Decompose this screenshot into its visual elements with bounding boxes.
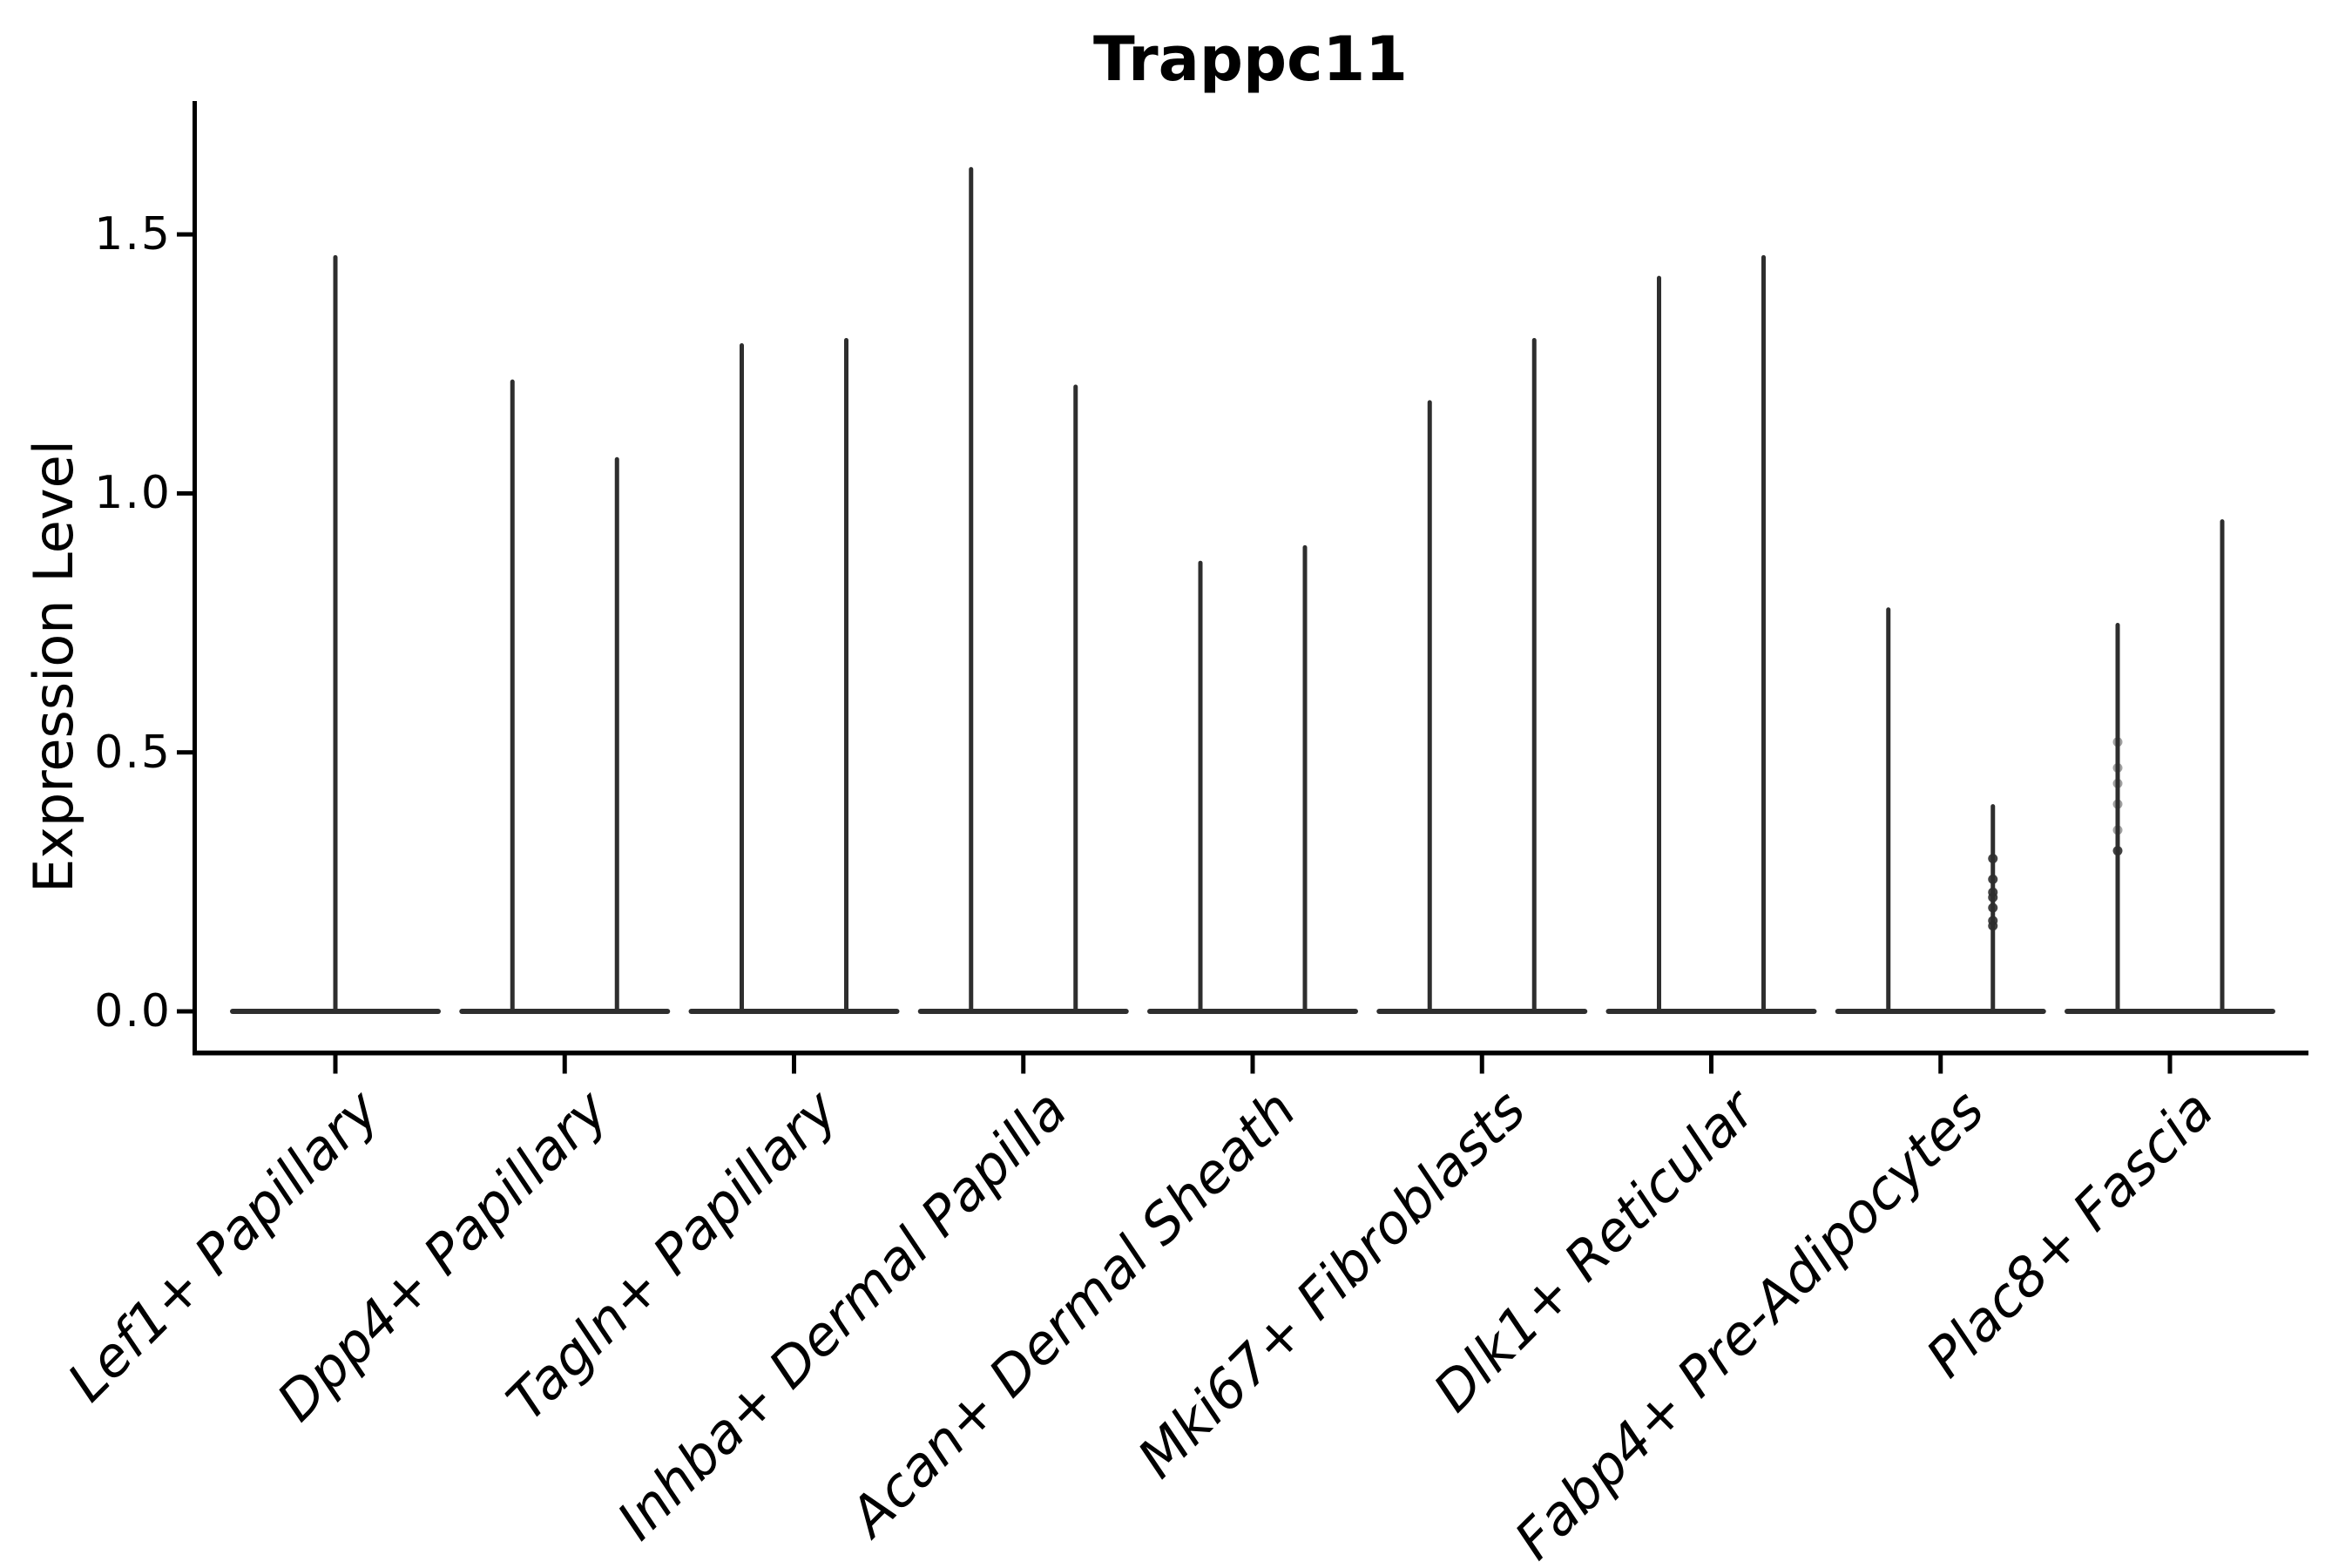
violin-base — [1605, 1009, 1817, 1014]
y-tick-mark — [177, 1009, 196, 1014]
cell-point — [1988, 874, 1998, 884]
y-tick-mark — [177, 490, 196, 496]
violin-spike — [1427, 400, 1432, 1014]
violin-spike — [1073, 384, 1078, 1014]
x-tick-mark — [1021, 1055, 1026, 1074]
violin-spike — [1302, 544, 1308, 1014]
violin-spike — [2220, 519, 2225, 1014]
cell-point — [2112, 799, 2123, 809]
violin-spike — [1531, 338, 1537, 1014]
y-tick-label: 0.0 — [94, 985, 172, 1037]
violin-base — [1835, 1009, 2046, 1014]
cell-point — [2112, 763, 2123, 774]
x-tick-mark — [1250, 1055, 1255, 1074]
violin-spike — [1198, 560, 1203, 1014]
x-tick-mark — [562, 1055, 567, 1074]
violin-spike — [740, 342, 744, 1014]
violin-spike — [614, 456, 619, 1014]
x-tick-mark — [792, 1055, 796, 1074]
x-tick-mark — [1938, 1055, 1943, 1074]
violin-base — [2065, 1009, 2275, 1014]
y-tick-mark — [177, 750, 196, 755]
violin-spike — [510, 379, 515, 1014]
x-tick-mark — [1479, 1055, 1484, 1074]
cell-point — [2112, 737, 2123, 747]
x-tick-mark — [2167, 1055, 2173, 1074]
violin-spike — [1761, 254, 1766, 1014]
y-tick-mark — [177, 232, 196, 237]
violin-spike — [1886, 607, 1891, 1014]
cell-point — [1988, 902, 1998, 913]
cell-point — [2112, 825, 2123, 835]
y-tick-label: 0.5 — [94, 726, 172, 779]
y-tick-label: 1.0 — [94, 467, 172, 520]
y-tick-label: 1.5 — [94, 208, 172, 261]
cell-point — [1988, 854, 1998, 864]
violin-base — [917, 1009, 1129, 1014]
cell-point — [1988, 921, 1998, 931]
y-axis-spine — [193, 101, 197, 1056]
x-axis-spine — [193, 1051, 2308, 1056]
violin-spike — [969, 166, 974, 1014]
violin-spike — [1657, 275, 1661, 1015]
violin-base — [688, 1009, 900, 1014]
x-tick-mark — [333, 1055, 338, 1074]
chart-title: Trappc11 — [1093, 24, 1408, 95]
cell-point — [2112, 846, 2123, 856]
cell-point — [2112, 778, 2123, 788]
violin-spike — [333, 254, 338, 1014]
violin-spike — [844, 338, 848, 1014]
cell-point — [1988, 892, 1998, 902]
violin-base — [1147, 1009, 1358, 1014]
violin-base — [459, 1009, 671, 1014]
violin-base — [1376, 1009, 1588, 1014]
x-tick-mark — [1709, 1055, 1713, 1074]
violin-spike — [2115, 623, 2120, 1014]
